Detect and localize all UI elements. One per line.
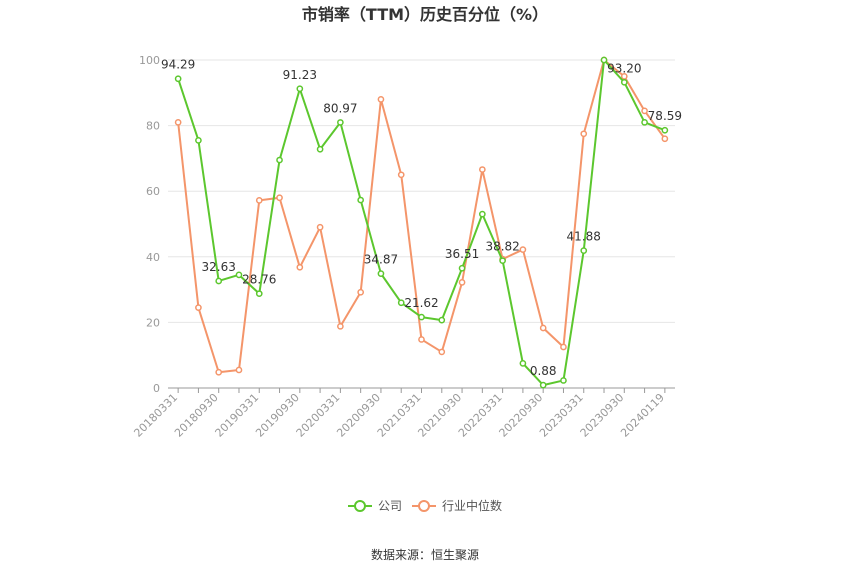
legend-label-company: 公司 (378, 499, 402, 513)
data-label-company: 93.20 (607, 61, 641, 75)
data-point-industry-median (174, 118, 182, 126)
data-label-company: 91.23 (283, 68, 317, 82)
y-tick-label: 100 (139, 54, 160, 67)
data-label-company: 78.59 (648, 109, 682, 123)
data-point-industry-median (641, 107, 648, 115)
chart-title: 市销率（TTM）历史百分位（%） (302, 5, 548, 24)
data-point-industry-median (255, 197, 263, 204)
data-label-company: 38.82 (485, 240, 519, 254)
data-labels: 94.29 32.63 28.76 91.23 80.97 34.87 21.62 36.51… (161, 58, 682, 378)
data-point-industry-median (478, 166, 486, 173)
data-point-company (519, 360, 527, 367)
legend-marker-industry-median (418, 500, 430, 512)
data-label-company: 41.88 (567, 230, 601, 244)
data-label-company: 32.63 (202, 260, 236, 274)
data-label-company: 0.88 (530, 364, 557, 378)
data-point-company (499, 257, 506, 265)
legend-label-industry-median: 行业中位数 (442, 498, 502, 513)
data-point-industry-median (397, 171, 405, 179)
data-point-industry-median (377, 96, 385, 103)
data-label-company: 34.87 (364, 253, 398, 267)
data-point-industry-median (316, 223, 324, 231)
data-point-industry-median (296, 263, 304, 271)
legend-item-industry-median[interactable]: 行业中位数 (412, 498, 502, 513)
data-point-industry-median (539, 324, 547, 332)
y-tick-label: 80 (146, 120, 160, 133)
data-point-company (539, 381, 547, 389)
data-point-company (580, 247, 588, 254)
data-label-company: 28.76 (242, 273, 276, 287)
data-label-company: 36.51 (445, 247, 479, 261)
data-point-company (478, 210, 486, 218)
data-point-company (560, 377, 567, 384)
data-point-company (438, 316, 446, 324)
data-point-industry-median (235, 366, 243, 374)
data-point-company (255, 290, 263, 298)
data-point-company (641, 118, 648, 126)
data-point-company (195, 137, 202, 144)
data-point-industry-median (215, 368, 223, 376)
data-point-company (397, 299, 405, 307)
data-point-company (174, 75, 182, 83)
data-point-industry-median (560, 343, 567, 351)
data-point-industry-median (195, 304, 202, 311)
data-point-company (357, 196, 365, 204)
series-line-industry-median (177, 59, 666, 374)
y-axis: 0 20 40 60 80 100 (139, 54, 160, 395)
y-tick-label: 0 (153, 382, 160, 395)
x-axis: 2018033120180930201903312019093020200331… (131, 387, 675, 440)
series-layer (174, 56, 669, 389)
legend: 公司 行业中位数 (348, 498, 502, 513)
data-label-company: 21.62 (404, 296, 438, 310)
data-point-company (458, 264, 466, 272)
data-point-industry-median (458, 279, 466, 286)
data-point-company (235, 271, 243, 279)
data-point-company (418, 313, 425, 321)
data-point-industry-median (519, 246, 527, 253)
data-point-industry-median (438, 348, 446, 356)
data-point-company (276, 156, 283, 164)
data-point-industry-median (276, 194, 283, 202)
source-note: 数据来源：恒生聚源 (371, 547, 479, 562)
y-tick-label: 20 (146, 316, 160, 329)
data-point-company (316, 145, 324, 153)
data-label-company: 94.29 (161, 58, 195, 72)
x-tick-label: 20240119 (618, 391, 667, 440)
data-point-industry-median (337, 322, 344, 330)
data-point-company (337, 119, 344, 126)
data-point-company (215, 277, 223, 285)
data-point-company (600, 56, 608, 64)
y-tick-label: 60 (146, 185, 160, 198)
data-point-company (296, 85, 304, 93)
data-point-industry-median (418, 336, 425, 343)
data-point-company (661, 126, 669, 134)
data-point-industry-median (661, 135, 669, 143)
data-label-company: 80.97 (323, 101, 357, 115)
y-tick-label: 40 (146, 251, 160, 264)
data-point-industry-median (580, 130, 588, 138)
data-point-company (377, 270, 385, 277)
data-point-industry-median (357, 288, 365, 296)
data-point-company (620, 78, 628, 86)
legend-marker-company (354, 500, 366, 512)
legend-item-company[interactable]: 公司 (348, 499, 402, 513)
